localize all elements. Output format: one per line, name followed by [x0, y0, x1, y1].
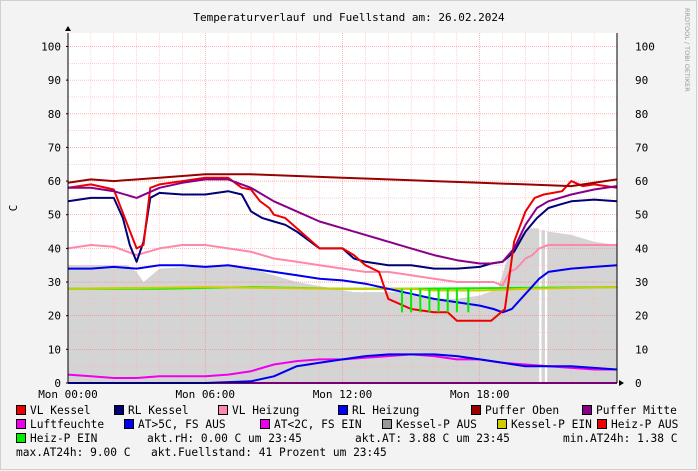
watermark: RRDTOOL / TOBI OETIKER: [683, 8, 691, 92]
y-tick-label: 70: [48, 141, 61, 154]
legend-row-3: Heiz-P EIN akt.rH: 0.00 C um 23:45 akt.A…: [16, 432, 696, 446]
y-tick-label: 30: [48, 276, 61, 289]
y-tick-label: 90: [48, 74, 61, 87]
legend-item-at-warm: AT>5C, FS AUS: [124, 418, 226, 431]
y-tick-label: 20: [48, 310, 61, 323]
legend-label: VL Kessel: [30, 404, 91, 417]
x-tick-label: Mon 00:00: [38, 388, 98, 401]
legend-swatch: [218, 405, 228, 415]
legend-swatch: [114, 405, 124, 415]
chart-svg: Temperaturverlauf und Fuellstand am: 26.…: [7, 8, 691, 401]
series-rl-heizung: [68, 264, 618, 314]
series-kessel-p-ein: [67, 286, 618, 292]
y-tick-label-right: 100: [635, 40, 655, 53]
legend-swatch: [597, 419, 607, 429]
legend-label: Puffer Oben: [485, 404, 560, 417]
legend-swatch: [16, 405, 26, 415]
legend-swatch: [16, 433, 26, 443]
legend-swatch: [582, 405, 592, 415]
y-tick-label-right: 20: [635, 310, 648, 323]
legend-item-rl-kessel: RL Kessel: [114, 404, 189, 417]
y-tick-label-right: 90: [635, 74, 648, 87]
legend-row-1: VL Kessel RL Kessel VL Heizung RL Heizun…: [16, 404, 696, 418]
legend-item-heiz-p-aus: Heiz-P AUS: [597, 418, 678, 431]
legend-row-4: max.AT24h: 9.00 C akt.Fuellstand: 41 Pro…: [16, 446, 696, 460]
axes: 0 0 10 10 20 20 30 30 40 40 50 50 60 60 70 70 80 80 90 90 10…: [38, 26, 655, 401]
y-tick-label: 100: [41, 40, 61, 53]
legend-label: AT>5C, FS AUS: [138, 418, 226, 431]
y-tick-label: 0: [54, 377, 61, 390]
y-tick-label: 60: [48, 175, 61, 188]
stat-fuellstand: akt.Fuellstand: 41 Prozent um 23:45: [151, 446, 387, 459]
stat-rh: akt.rH: 0.00 C um 23:45: [147, 432, 302, 445]
legend-swatch: [497, 419, 507, 429]
chart-title: Temperaturverlauf und Fuellstand am: 26.…: [193, 11, 505, 24]
y-tick-label: 10: [48, 343, 61, 356]
stat-min-at: min.AT24h: 1.38 C: [563, 432, 678, 445]
legend-swatch: [471, 405, 481, 415]
series-lines: [67, 173, 618, 384]
fuellstand-gap: [539, 33, 542, 383]
legend-row-2: Luftfeuchte AT>5C, FS AUS AT<2C, FS EIN …: [16, 418, 696, 432]
legend-item-at-cold: AT<2C, FS EIN: [260, 418, 362, 431]
x-axis-arrow: [619, 380, 624, 386]
y-tick-label: 50: [48, 209, 61, 222]
y-tick-label-right: 10: [635, 343, 648, 356]
legend-label: Heiz-P EIN: [30, 432, 98, 445]
stat-at: akt.AT: 3.88 C um 23:45: [355, 432, 510, 445]
legend-item-kessel-p-aus: Kessel-P AUS: [382, 418, 477, 431]
y-tick-label: 80: [48, 108, 61, 121]
legend-label: RL Kessel: [128, 404, 189, 417]
legend-swatch: [16, 419, 26, 429]
series-puffer-oben: [67, 173, 618, 188]
series-at-5c-fs-aus: [68, 353, 618, 384]
series-vl-kessel: [67, 176, 618, 322]
y-tick-label-right: 70: [635, 141, 648, 154]
fuellstand-gap: [544, 33, 548, 383]
legend-swatch: [260, 419, 270, 429]
legend-item-kessel-p-ein: Kessel-P EIN: [497, 418, 592, 431]
legend-label: RL Heizung: [352, 404, 420, 417]
x-tick-label: Mon 06:00: [175, 388, 235, 401]
legend-label: Luftfeuchte: [30, 418, 105, 431]
legend-item-vl-kessel: VL Kessel: [16, 404, 91, 417]
legend-swatch: [382, 419, 392, 429]
y-tick-label: 40: [48, 242, 61, 255]
legend-item-puffer-oben: Puffer Oben: [471, 404, 559, 417]
x-tick-label: Mon 12:00: [313, 388, 373, 401]
legend-label: Kessel-P AUS: [396, 418, 477, 431]
legend-item-rl-heizung: RL Heizung: [338, 404, 419, 417]
series-puffer-mitte: [68, 178, 618, 265]
legend: VL Kessel RL Kessel VL Heizung RL Heizun…: [16, 404, 696, 460]
legend-swatch: [338, 405, 348, 415]
series-vl-heizung: [67, 244, 617, 287]
y-tick-label-right: 50: [635, 209, 648, 222]
legend-item-vl-heizung: VL Heizung: [218, 404, 299, 417]
legend-label: Puffer Mitte: [596, 404, 677, 417]
legend-label: Kessel-P EIN: [511, 418, 592, 431]
legend-label: VL Heizung: [232, 404, 300, 417]
legend-item-heiz-p-ein: Heiz-P EIN: [16, 432, 97, 445]
legend-item-puffer-mitte: Puffer Mitte: [582, 404, 677, 417]
y-tick-label-right: 30: [635, 276, 648, 289]
y-axis-arrow: [65, 26, 71, 31]
y-tick-label-right: 80: [635, 108, 648, 121]
legend-label: Heiz-P AUS: [611, 418, 679, 431]
y-axis-label: C: [7, 205, 20, 212]
y-tick-label-right: 40: [635, 242, 648, 255]
legend-label: AT<2C, FS EIN: [274, 418, 362, 431]
x-tick-label: Mon 18:00: [450, 388, 510, 401]
y-tick-label-right: 0: [635, 377, 642, 390]
y-tick-label-right: 60: [635, 175, 648, 188]
legend-swatch: [124, 419, 134, 429]
legend-item-luftfeuchte: Luftfeuchte: [16, 418, 104, 431]
stat-max-at: max.AT24h: 9.00 C: [16, 446, 131, 459]
